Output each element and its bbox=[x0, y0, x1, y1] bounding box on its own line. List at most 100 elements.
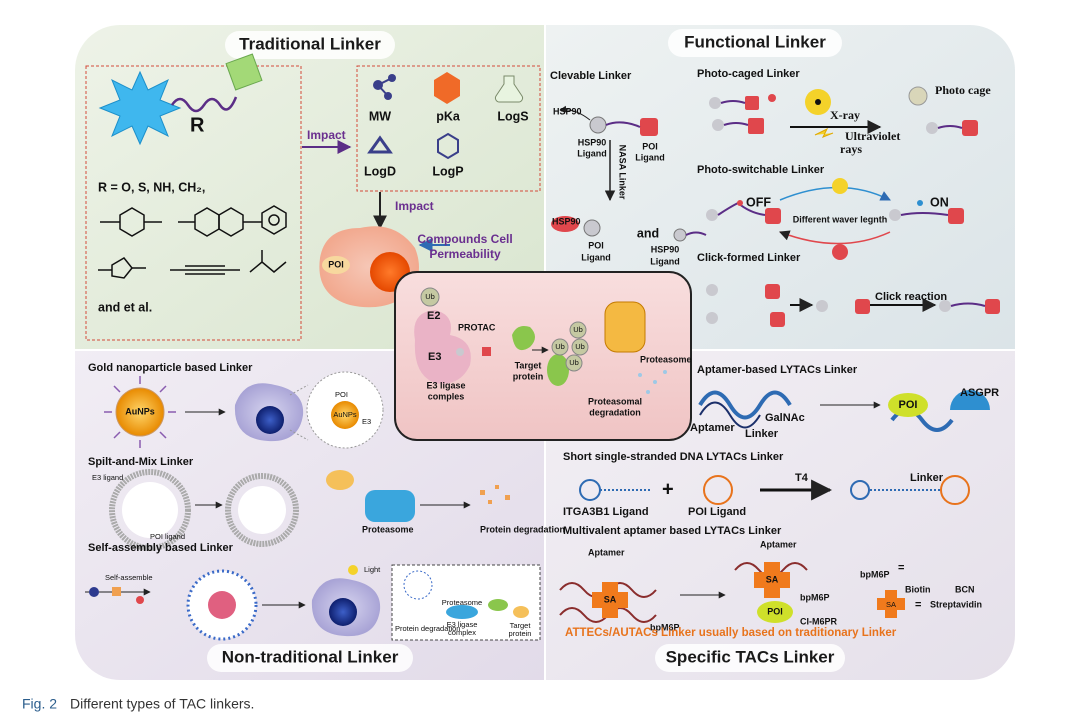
specific-art bbox=[559, 390, 990, 623]
section-title: Spilt-and-Mix Linker bbox=[88, 456, 194, 468]
property-icons bbox=[367, 72, 524, 160]
label: T4 bbox=[795, 472, 809, 484]
label: NASA Linker bbox=[618, 145, 628, 200]
label: Aptamer bbox=[760, 539, 797, 549]
label: POI Ligand bbox=[688, 506, 746, 518]
label: E3 ligand bbox=[92, 473, 123, 482]
label: degradation bbox=[589, 407, 641, 417]
title-pill bbox=[655, 644, 845, 672]
traditional-art bbox=[85, 53, 541, 341]
label: POI ligand bbox=[150, 532, 185, 541]
label: HSP90 bbox=[651, 244, 680, 254]
label: Ub bbox=[555, 342, 565, 351]
label: comples bbox=[428, 391, 465, 401]
label: Proteasome bbox=[640, 354, 692, 364]
section-title: Multivalent aptamer based LYTACs Linker bbox=[563, 525, 782, 537]
label: Self-assemble bbox=[105, 573, 153, 582]
property-label: MW bbox=[369, 109, 391, 123]
aunp bbox=[115, 387, 165, 437]
label: HSP90 bbox=[578, 137, 607, 147]
panel-title: Non-traditional Linker bbox=[222, 647, 399, 666]
label: HSP90 bbox=[553, 106, 582, 116]
label: = bbox=[915, 599, 921, 611]
star bbox=[98, 70, 182, 146]
section-title: Photo-caged Linker bbox=[697, 68, 800, 80]
label: bpM6P bbox=[860, 569, 890, 579]
label: ON bbox=[930, 195, 949, 209]
panels bbox=[75, 25, 1015, 680]
label: POI bbox=[588, 240, 604, 250]
section-title: Gold nanoparticle based Linker bbox=[88, 362, 253, 374]
label: bpM6P bbox=[650, 622, 680, 632]
poi bbox=[322, 256, 350, 274]
label: E2 bbox=[427, 310, 440, 322]
label: Light bbox=[364, 565, 381, 574]
label: E3 ligase bbox=[447, 620, 478, 629]
label: GalNAc bbox=[765, 412, 805, 424]
label: Target bbox=[510, 621, 532, 630]
label: POI bbox=[335, 390, 348, 399]
note: ATTECs/AUTACs Linker usually based on tr… bbox=[565, 627, 897, 639]
panel-title: Traditional Linker bbox=[239, 34, 381, 53]
panel-title: Specific TACs Linker bbox=[666, 647, 835, 666]
label: R bbox=[190, 114, 205, 136]
label: POI bbox=[328, 259, 344, 269]
label: Proteasome bbox=[362, 524, 414, 534]
label: Ub bbox=[569, 358, 579, 367]
section-title: Photo-switchable Linker bbox=[697, 164, 825, 176]
label: ASGPR bbox=[960, 387, 999, 399]
label: AuNPs bbox=[333, 410, 357, 419]
label: protein bbox=[509, 629, 532, 638]
label: POI bbox=[767, 606, 783, 616]
title-pill bbox=[207, 644, 413, 672]
caption-label: Fig. 2 bbox=[22, 696, 57, 712]
label: Aptamer bbox=[690, 422, 735, 434]
label: Biotin bbox=[905, 584, 931, 594]
label: Linker bbox=[910, 472, 944, 484]
linker bbox=[170, 96, 238, 113]
label: POI bbox=[899, 399, 918, 411]
panel-title: Functional Linker bbox=[684, 32, 826, 51]
label: Ub bbox=[575, 342, 585, 351]
label: E3 ligase bbox=[426, 380, 465, 390]
label: E3 bbox=[362, 417, 371, 426]
label: SA bbox=[886, 600, 896, 609]
label: ITGA3B1 Ligand bbox=[563, 506, 649, 518]
label: X-ray bbox=[830, 108, 860, 122]
label: E3 bbox=[428, 351, 441, 363]
property-label: LogP bbox=[432, 164, 463, 178]
label: POI bbox=[642, 141, 658, 151]
label: Ligand bbox=[577, 148, 607, 158]
label: Streptavidin bbox=[930, 599, 982, 609]
label: protein bbox=[513, 371, 544, 381]
section-title: Click-formed Linker bbox=[697, 252, 801, 264]
section-title: Self-assembly based Linker bbox=[88, 542, 234, 554]
dashed-box bbox=[356, 65, 541, 192]
label: R = O, S, NH, CH₂, bbox=[98, 180, 205, 194]
label: Impact bbox=[307, 128, 346, 142]
label: Impact bbox=[395, 199, 434, 213]
structures bbox=[98, 205, 287, 279]
label: PROTAC bbox=[458, 322, 496, 332]
protac-art bbox=[414, 287, 667, 394]
label: AuNPs bbox=[125, 406, 155, 416]
ligand bbox=[225, 53, 263, 91]
label: OFF bbox=[746, 195, 771, 209]
label: and bbox=[637, 226, 659, 240]
property-label: LogD bbox=[364, 164, 396, 178]
label: Compounds Cell bbox=[417, 232, 512, 246]
label: Aptamer bbox=[588, 547, 625, 557]
label: BCN bbox=[955, 584, 975, 594]
property-label: LogS bbox=[497, 109, 528, 123]
label: Ligand bbox=[650, 256, 680, 266]
label: = bbox=[898, 562, 904, 574]
label: Target bbox=[515, 360, 542, 370]
property-label: pKa bbox=[436, 109, 461, 123]
label: and et al. bbox=[98, 300, 152, 314]
label: Ligand bbox=[581, 252, 611, 262]
label: Linker bbox=[745, 428, 779, 440]
section-title: Aptamer-based LYTACs Linker bbox=[697, 364, 858, 376]
label: Ultraviolet bbox=[845, 129, 900, 143]
